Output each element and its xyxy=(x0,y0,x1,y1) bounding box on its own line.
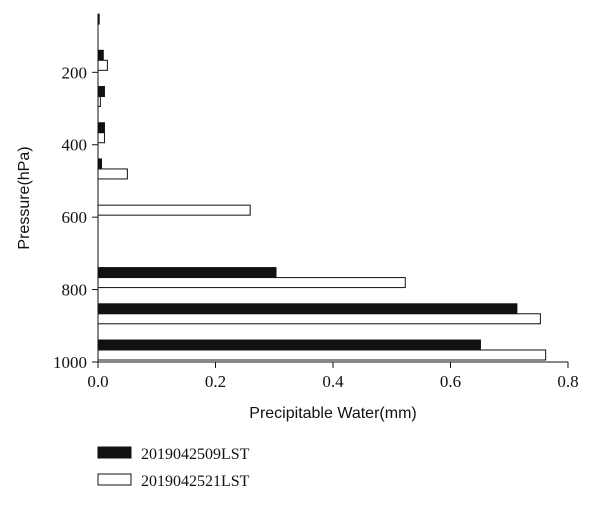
bar-series-1-900 xyxy=(97,303,518,315)
legend-swatch-2 xyxy=(97,473,132,486)
bar-series-1-800 xyxy=(97,267,277,279)
y-tick-label: 200 xyxy=(62,63,88,82)
bar-series-2-400 xyxy=(97,132,105,144)
bar-series-2-200 xyxy=(97,59,108,71)
bar-series-2-1000 xyxy=(97,349,547,361)
legend-swatch-1 xyxy=(97,446,132,459)
bar-series-1-500 xyxy=(97,158,103,170)
x-tick-label: 0.0 xyxy=(87,372,108,391)
bar-series-2-600 xyxy=(97,204,251,216)
x-tick-label: 0.4 xyxy=(322,372,344,391)
y-tick-label: 600 xyxy=(62,208,88,227)
y-tick-label: 400 xyxy=(62,136,88,155)
legend: 2019042509LST 2019042521LST xyxy=(97,446,250,490)
bar-series-2-800 xyxy=(97,277,406,289)
bar-series-2-900 xyxy=(97,313,541,325)
x-axis-title: Precipitable Water(mm) xyxy=(249,405,416,422)
bar-series-1-1000 xyxy=(97,339,481,351)
x-ticks-group: 0.0 0.2 0.4 0.6 0.8 xyxy=(87,362,579,391)
legend-label-2: 2019042521LST xyxy=(141,473,250,490)
bar-series-1-400 xyxy=(97,122,105,134)
y-tick-label: 800 xyxy=(62,281,88,300)
y-tick-label: 1000 xyxy=(53,353,87,372)
y-axis-title: Pressure(hPa) xyxy=(16,146,33,249)
bar-series-2-500 xyxy=(97,168,128,180)
bar-series-1-200 xyxy=(97,49,104,61)
x-tick-label: 0.6 xyxy=(440,372,461,391)
bars-group xyxy=(97,13,547,361)
legend-label-1: 2019042509LST xyxy=(141,446,250,463)
y-ticks-group: 200 400 600 800 1000 xyxy=(53,63,98,372)
x-tick-label: 0.8 xyxy=(557,372,578,391)
x-tick-label: 0.2 xyxy=(205,372,226,391)
bar-series-1-300 xyxy=(97,86,105,98)
